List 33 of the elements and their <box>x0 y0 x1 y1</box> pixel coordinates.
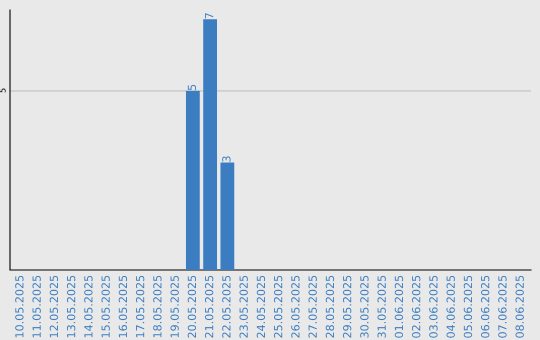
x-tick-label: 16.05.2025 <box>118 276 128 338</box>
x-tick-label: 13.05.2025 <box>66 276 76 338</box>
x-tick-label: 17.05.2025 <box>136 276 144 338</box>
x-tick-label: 27.05.2025 <box>308 276 317 338</box>
x-tick-label: 05.06.2025 <box>464 276 472 338</box>
data-label: 7 <box>205 13 214 18</box>
x-tick-label: 08.06.2025 <box>515 276 524 338</box>
x-tick-label: 10.05.2025 <box>15 276 24 338</box>
x-tick-label: 24.05.2025 <box>256 276 266 338</box>
x-tick-label: 02.06.2025 <box>412 276 420 338</box>
x-tick-label: 31.05.2025 <box>377 276 386 338</box>
x-tick-label: 29.05.2025 <box>342 276 352 338</box>
x-tick-label: 04.06.2025 <box>446 276 455 338</box>
x-tick-label: 25.05.2025 <box>274 276 282 338</box>
x-tick-label: 20.05.2025 <box>188 276 196 338</box>
x-tick-label: 22.05.2025 <box>222 276 231 338</box>
x-tick-label: 19.05.2025 <box>170 276 179 338</box>
data-label: 3 <box>222 156 231 162</box>
data-label: 5 <box>188 84 196 90</box>
x-tick-label: 18.05.2025 <box>153 276 162 338</box>
x-tick-label: 23.05.2025 <box>239 276 248 338</box>
x-tick-label: 21.05.2025 <box>204 276 214 338</box>
x-tick-label: 07.06.2025 <box>498 276 507 338</box>
x-tick-label: 12.05.2025 <box>50 276 58 338</box>
x-tick-label: 14.05.2025 <box>84 276 93 338</box>
x-tick-label: 11.05.2025 <box>32 276 41 338</box>
x-tick-label: 03.06.2025 <box>429 276 438 338</box>
x-tick-label: 01.06.2025 <box>394 276 404 338</box>
x-tick-label: 28.05.2025 <box>326 276 334 338</box>
x-tick-label: 26.05.2025 <box>291 276 300 338</box>
x-tick-label: 15.05.2025 <box>101 276 110 338</box>
x-tick-label: 06.06.2025 <box>480 276 490 338</box>
x-tick-label: 30.05.2025 <box>360 276 369 338</box>
